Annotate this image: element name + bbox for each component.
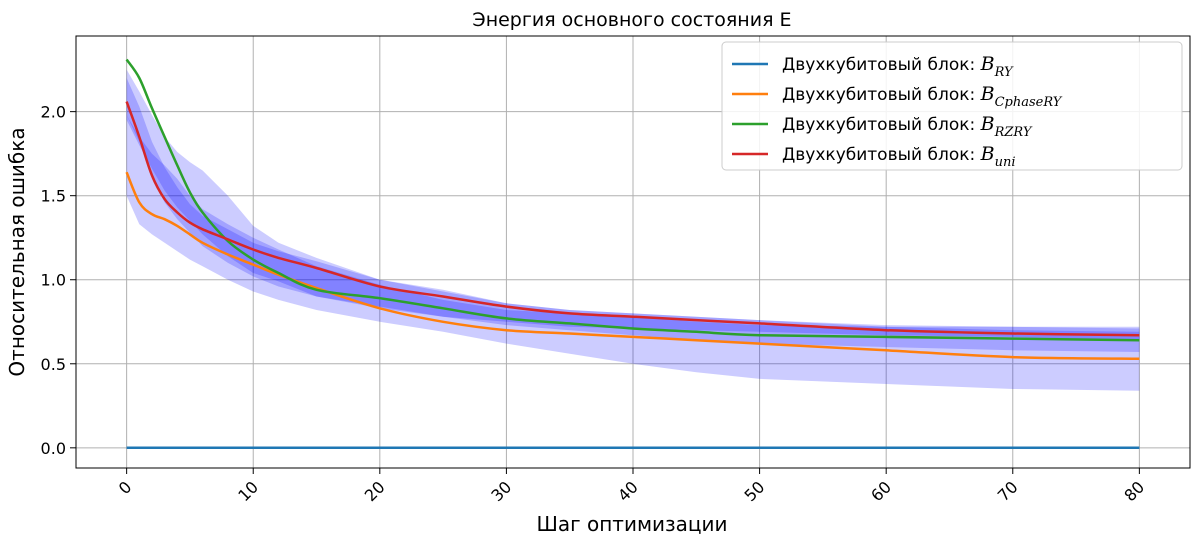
- y-tick-label: 1.5: [41, 187, 66, 206]
- series-line-uni: [125, 101, 1140, 337]
- y-tick-label: 1.0: [41, 271, 66, 290]
- uncertainty-band-2: [126, 69, 1140, 352]
- y-tick-label: 0.5: [41, 355, 66, 374]
- chart-title: Энергия основного состояния E: [472, 9, 791, 31]
- series-line-rzry: [125, 58, 1140, 342]
- y-tick-label: 2.0: [41, 103, 66, 122]
- legend-box: [721, 41, 1183, 171]
- y-tick-label: 0.0: [41, 439, 66, 458]
- uncertainty-bands: [126, 69, 1140, 391]
- uncertainty-band-1: [126, 115, 1140, 391]
- series-lines: [125, 58, 1140, 450]
- y-axis-title: Относительная ошибка: [5, 127, 29, 376]
- series-line-cphasery: [125, 171, 1140, 360]
- x-axis-title: Шаг оптимизации: [536, 512, 727, 536]
